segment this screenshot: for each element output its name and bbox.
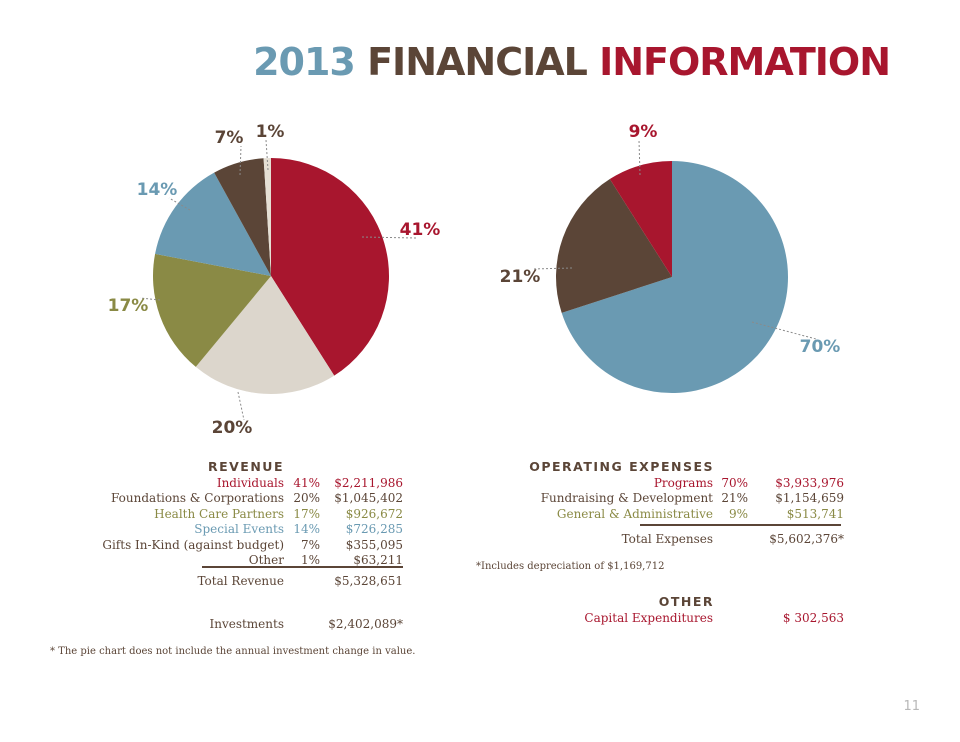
investments-amount: $2,402,089* bbox=[328, 617, 403, 631]
revenue-amount: $355,095 bbox=[345, 537, 403, 552]
expenses-rule bbox=[640, 524, 841, 526]
pie1-percent-label: 14% bbox=[137, 180, 178, 200]
expense-amount: $3,933,976 bbox=[775, 476, 844, 490]
expense-label: General & Administrative bbox=[556, 506, 713, 521]
revenue-amount: $1,045,402 bbox=[334, 491, 403, 506]
investments-label: Investments bbox=[209, 617, 284, 631]
pie1-percent-label: 20% bbox=[212, 418, 253, 438]
pie2-percent-label: 21% bbox=[500, 267, 541, 287]
revenue-row: Other 1% $63,211 bbox=[0, 553, 960, 568]
expense-label: Fundraising & Development bbox=[540, 491, 713, 506]
revenue-row: Gifts In-Kind (against budget) 7% $355,095 bbox=[0, 538, 960, 553]
revenue-total-amount: $5,328,651 bbox=[334, 574, 403, 588]
capital-expenditures-label: Capital Expenditures bbox=[584, 611, 713, 625]
expenses-heading: OPERATING EXPENSES bbox=[529, 459, 714, 474]
revenue-row: Special Events 14% $726,285 bbox=[0, 522, 960, 537]
title-financial: FINANCIAL bbox=[367, 40, 588, 84]
revenue-pct: 1% bbox=[300, 553, 320, 567]
expenses-total-amount: $5,602,376* bbox=[769, 532, 844, 546]
revenue-label: Health Care Partners bbox=[154, 506, 284, 521]
capital-expenditures-row: Capital Expenditures $ 302,563 bbox=[0, 611, 960, 626]
revenue-amount: $63,211 bbox=[353, 553, 403, 567]
revenue-amount: $926,672 bbox=[345, 506, 403, 521]
pie1-slice bbox=[214, 158, 271, 276]
revenue-footnote: * The pie chart does not include the ann… bbox=[50, 646, 416, 657]
revenue-label: Foundations & Corporations bbox=[111, 491, 284, 506]
expense-pct: 70% bbox=[721, 476, 748, 490]
pie1-percent-label: 1% bbox=[256, 122, 285, 142]
pie2-leader-line bbox=[531, 267, 573, 270]
page-number: 11 bbox=[903, 699, 920, 714]
pie2-leader-line bbox=[751, 321, 817, 340]
expense-amount: $1,154,659 bbox=[775, 491, 844, 506]
revenue-amount: $2,211,986 bbox=[334, 476, 403, 490]
pie2-percent-label: 9% bbox=[629, 122, 658, 142]
pie1-leader-line bbox=[237, 391, 245, 421]
title-year: 2013 bbox=[253, 40, 356, 84]
capital-expenditures-amount: $ 302,563 bbox=[782, 611, 844, 625]
revenue-label: Other bbox=[248, 553, 284, 567]
expense-pct: 21% bbox=[721, 491, 748, 506]
revenue-total-row: Total Revenue $5,328,651 bbox=[0, 574, 960, 589]
pie1-leader-line bbox=[168, 197, 191, 211]
revenue-row: Foundations & Corporations 20% $1,045,402 bbox=[0, 491, 960, 506]
pie1-slice bbox=[152, 253, 271, 367]
pie1-slice bbox=[263, 157, 271, 276]
pie1-leader-line bbox=[239, 145, 242, 176]
pie2-slice bbox=[609, 161, 672, 277]
page-title: 2013 FINANCIAL INFORMATION bbox=[253, 40, 891, 84]
revenue-label: Special Events bbox=[194, 522, 284, 537]
expense-row: General & Administrative 9% $513,741 bbox=[0, 507, 960, 522]
expenses-footnote: *Includes depreciation of $1,169,712 bbox=[476, 561, 665, 572]
revenue-label: Gifts In-Kind (against budget) bbox=[102, 537, 284, 552]
pie1-slice bbox=[195, 276, 335, 395]
pie1-percent-label: 7% bbox=[215, 128, 244, 148]
expenses-total-label: Total Expenses bbox=[621, 532, 713, 546]
revenue-pct: 7% bbox=[300, 537, 320, 552]
pie2-percent-label: 70% bbox=[800, 337, 841, 357]
revenue-row: Individuals 41% $2,211,986 bbox=[0, 476, 960, 491]
revenue-total-label: Total Revenue bbox=[197, 574, 284, 588]
pie1-percent-label: 41% bbox=[400, 220, 441, 240]
pie2-leader-line bbox=[638, 139, 641, 176]
revenue-amount: $726,285 bbox=[345, 522, 403, 537]
expense-row: Fundraising & Development 21% $1,154,659 bbox=[0, 491, 960, 506]
pie1-percent-label: 17% bbox=[108, 296, 149, 316]
expense-label: Programs bbox=[653, 476, 713, 490]
revenue-pct: 41% bbox=[293, 476, 320, 490]
pie1-leader-line bbox=[361, 236, 417, 239]
pie2-slice bbox=[556, 179, 672, 313]
revenue-label: Individuals bbox=[216, 476, 284, 490]
expenses-total-row: Total Expenses $5,602,376* bbox=[0, 532, 960, 547]
pie1-slice bbox=[155, 172, 271, 276]
revenue-heading: REVENUE bbox=[207, 459, 284, 474]
expense-pct: 9% bbox=[728, 506, 748, 521]
pie2-slice bbox=[561, 161, 789, 393]
pie1-leader-line bbox=[139, 297, 161, 301]
pie1-slice bbox=[271, 158, 390, 376]
expense-amount: $513,741 bbox=[786, 506, 844, 521]
revenue-pct: 14% bbox=[293, 522, 320, 537]
other-heading: OTHER bbox=[658, 594, 714, 609]
investments-row: Investments $2,402,089* bbox=[0, 617, 960, 632]
revenue-pct: 20% bbox=[293, 491, 320, 506]
revenue-rule bbox=[202, 566, 403, 568]
pie1-leader-line bbox=[265, 139, 269, 171]
revenue-pct: 17% bbox=[293, 506, 320, 521]
expense-row: Programs 70% $3,933,976 bbox=[0, 476, 960, 491]
revenue-row: Health Care Partners 17% $926,672 bbox=[0, 507, 960, 522]
title-information: INFORMATION bbox=[599, 40, 891, 84]
